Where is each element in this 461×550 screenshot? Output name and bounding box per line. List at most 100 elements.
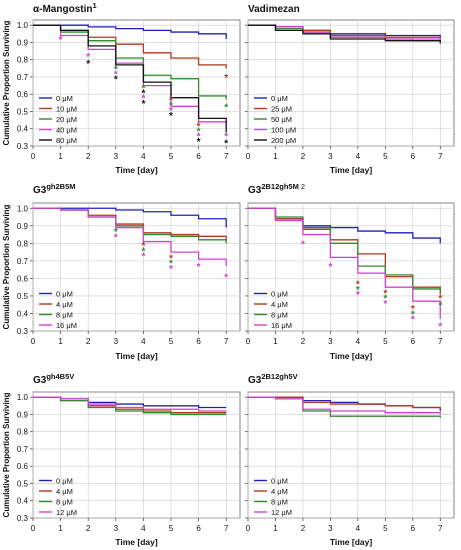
significance-star: * (197, 121, 201, 132)
legend-label: 0 μM (56, 477, 73, 486)
x-tick-label: 2 (86, 524, 91, 533)
chart-title: G3gh2B5M (33, 182, 76, 196)
legend-label: 80 μM (56, 136, 77, 145)
significance-star: * (356, 290, 360, 301)
significance-star: * (197, 262, 201, 273)
significance-star: * (224, 73, 228, 84)
x-tick-label: 1 (58, 152, 63, 161)
significance-star: * (169, 95, 173, 106)
x-tick-label: 1 (273, 337, 278, 346)
significance-star: * (169, 264, 173, 275)
legend-label: 0 μM (271, 290, 288, 299)
legend-label: 0 μM (271, 477, 288, 486)
chart-title-superscript: gh4B5V (46, 372, 74, 381)
series-line-3 (248, 207, 441, 293)
significance-star: * (114, 64, 118, 75)
y-tick-label: 1.0 (17, 393, 29, 402)
x-tick-label: 3 (328, 524, 333, 533)
series-line-2 (248, 396, 441, 410)
significance-star: * (169, 253, 173, 264)
x-tick-label: 1 (58, 524, 63, 533)
chart-title: α-Mangostin1 (33, 1, 97, 15)
x-tick-label: 1 (273, 152, 278, 161)
chart-title-superscript: 1 (92, 1, 96, 10)
x-tick-label: 2 (301, 524, 306, 533)
x-tick-label: 4 (141, 337, 146, 346)
y-tick-label: 0.5 (17, 107, 29, 116)
x-tick-label: 6 (196, 337, 201, 346)
significance-star: * (141, 252, 145, 263)
significance-star: * (114, 232, 118, 243)
legend-label: 16 μM (56, 321, 77, 330)
legend-label: 8 μM (56, 311, 73, 320)
chart-title-main: G3 (248, 375, 262, 386)
y-tick-label: 0.7 (17, 445, 29, 454)
legend-label: 100 μM (271, 126, 296, 135)
x-tick-label: 0 (31, 524, 36, 533)
y-tick-label: 0.9 (17, 222, 29, 231)
chart-panel-5: 0.3 0.4 0.5 0.6 0.7 0.8 0.9 1.0 0 1 2 3 4 5 6 7 0 μM4 μM… (2, 372, 241, 547)
significance-star: * (141, 83, 145, 94)
significance-star: * (86, 59, 90, 70)
significance-star: * (411, 304, 415, 315)
significance-star: * (114, 75, 118, 86)
x-axis-label: Time [day] (330, 351, 373, 361)
y-tick-label: 0.4 (17, 309, 29, 318)
significance-star: * (356, 285, 360, 296)
y-tick-label: 0.3 (17, 514, 29, 523)
x-tick-label: 4 (356, 152, 361, 161)
chart-title-superscript: gh2B5M (46, 182, 75, 191)
x-tick-label: 0 (246, 152, 251, 161)
plot-area (247, 202, 455, 332)
x-tick-label: 6 (196, 524, 201, 533)
legend-label: 4 μM (56, 487, 73, 496)
significance-star: * (141, 241, 145, 252)
chart-title: G3gh4B5V (33, 372, 74, 386)
significance-star: * (438, 322, 442, 333)
x-tick-label: 7 (438, 337, 443, 346)
x-tick-label: 6 (196, 152, 201, 161)
significance-star: * (141, 246, 145, 257)
x-tick-label: 3 (114, 152, 119, 161)
chart-title-main: G3 (33, 375, 47, 386)
x-tick-label: 0 (246, 524, 251, 533)
chart-panel-3: 0.30.40.50.60.70.80.91.00 1 2 3 4 5 6 7***** ***… (2, 182, 241, 361)
x-axis-label: Time [day] (115, 165, 158, 175)
series-line-3 (33, 396, 227, 416)
x-tick-label: 0 (246, 337, 251, 346)
x-tick-label: 7 (224, 524, 229, 533)
y-tick-label: 0.8 (17, 56, 29, 65)
significance-star: * (59, 35, 63, 46)
series-line-1 (33, 24, 227, 39)
x-tick-label: 5 (383, 524, 388, 533)
x-tick-label: 5 (383, 152, 388, 161)
x-tick-label: 0 (31, 337, 36, 346)
chart-title: Vadimezan (248, 4, 300, 15)
x-tick-label: 6 (411, 524, 416, 533)
series-line-4 (33, 207, 227, 267)
legend-label: 12 μM (56, 508, 77, 517)
x-tick-label: 4 (356, 524, 361, 533)
legend-label: 4 μM (271, 300, 288, 309)
y-tick-label: 0.8 (17, 428, 29, 437)
significance-star: * (411, 315, 415, 326)
x-tick-label: 3 (114, 337, 119, 346)
significance-star: * (383, 299, 387, 310)
legend-label: 20 μM (56, 115, 77, 124)
y-tick-label: 0.5 (17, 292, 29, 301)
x-tick-label: 7 (438, 152, 443, 161)
chart-title-superscript: 2B12gh5V (261, 372, 297, 381)
x-tick-label: 2 (301, 337, 306, 346)
legend-label: 8 μM (271, 498, 288, 507)
y-tick-label: 1.0 (17, 204, 29, 213)
x-tick-label: 2 (301, 152, 306, 161)
significance-star: * (438, 301, 442, 312)
x-tick-label: 7 (224, 337, 229, 346)
x-tick-label: 1 (58, 337, 63, 346)
legend-label: 16 μM (271, 321, 292, 330)
significance-star: * (356, 280, 360, 291)
chart-panel-1: 0.30.40.50.60.70.80.91.00 1 2 3 4 5 6 7*** *****… (2, 1, 241, 175)
significance-star: * (197, 126, 201, 137)
